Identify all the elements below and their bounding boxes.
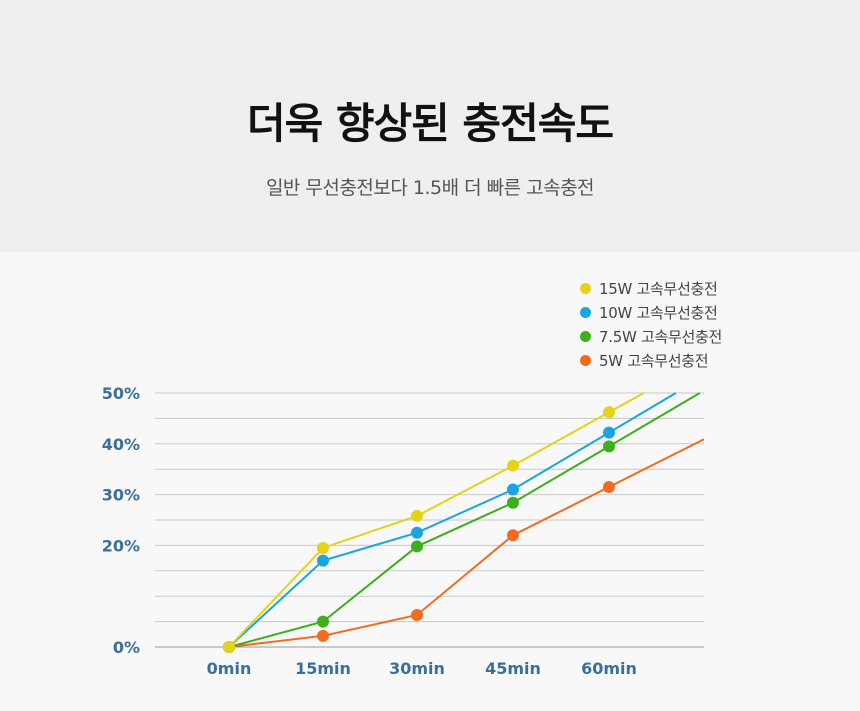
series-line	[228, 438, 705, 648]
data-point	[411, 540, 423, 553]
legend-label: 15W 고속무선충전	[599, 279, 718, 298]
x-tick-label: 30min	[389, 659, 445, 678]
legend-label: 5W 고속무선충전	[599, 351, 709, 370]
series-line	[228, 392, 677, 648]
data-point	[411, 608, 423, 621]
data-point	[317, 541, 329, 554]
series-line	[228, 392, 645, 648]
legend-item-10w: 10W 고속무선충전	[580, 300, 722, 324]
chart-legend: 15W 고속무선충전 10W 고속무선충전 7.5W 고속무선충전 5W 고속무…	[580, 276, 722, 372]
data-point	[603, 406, 615, 419]
y-tick-label: 40%	[102, 435, 140, 454]
legend-item-7-5w: 7.5W 고속무선충전	[580, 324, 722, 348]
data-point	[603, 440, 615, 453]
x-tick-label: 15min	[295, 659, 351, 678]
y-tick-label: 30%	[102, 486, 140, 505]
page-subtitle: 일반 무선충전보다 1.5배 더 빠른 고속충전	[265, 177, 595, 199]
data-point	[507, 483, 519, 496]
data-point	[317, 629, 329, 642]
legend-dot-icon	[580, 306, 591, 318]
data-point	[603, 480, 615, 493]
legend-item-5w: 5W 고속무선충전	[580, 348, 722, 372]
legend-item-15w: 15W 고속무선충전	[580, 276, 722, 300]
legend-dot-icon	[580, 282, 591, 294]
x-tick-label: 0min	[207, 659, 252, 678]
legend-label: 7.5W 고속무선충전	[599, 327, 722, 346]
legend-dot-icon	[580, 354, 591, 366]
data-point	[507, 459, 519, 472]
x-tick-label: 45min	[485, 659, 541, 678]
chart-area	[0, 252, 860, 711]
data-point	[411, 509, 423, 522]
legend-label: 10W 고속무선충전	[599, 303, 718, 322]
y-tick-label: 20%	[102, 536, 140, 555]
y-tick-label: 0%	[113, 638, 140, 657]
data-point	[411, 526, 423, 539]
data-point	[223, 641, 235, 653]
data-point	[507, 529, 519, 542]
y-tick-label: 50%	[102, 384, 140, 403]
x-tick-label: 60min	[581, 659, 637, 678]
page-title: 더욱 향상된 충전속도	[246, 99, 614, 148]
data-point	[507, 496, 519, 509]
legend-dot-icon	[580, 330, 591, 342]
data-point	[317, 615, 329, 628]
header-banner: 더욱 향상된 충전속도 일반 무선충전보다 1.5배 더 빠른 고속충전	[0, 0, 860, 252]
data-point	[603, 426, 615, 439]
data-point	[317, 554, 329, 567]
series-line	[228, 392, 701, 648]
